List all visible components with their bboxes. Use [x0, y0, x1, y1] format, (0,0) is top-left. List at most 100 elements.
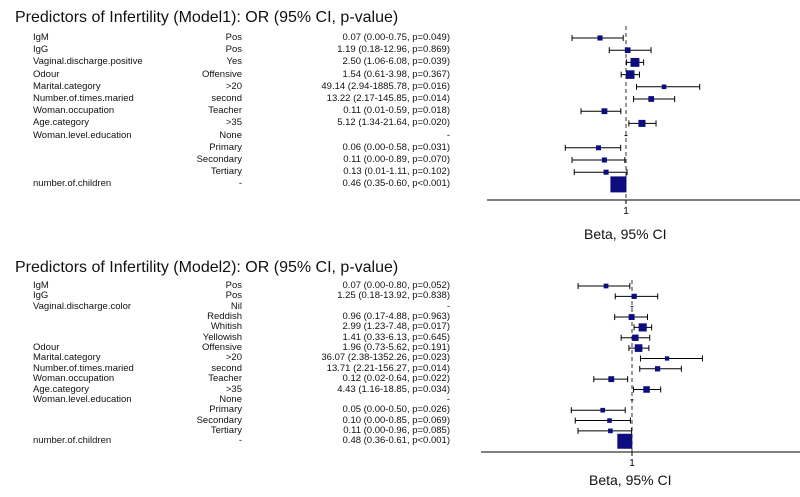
table-row: Woman.occupation Teacher 0.11 (0.01-0.59, …: [0, 105, 470, 117]
point-estimate-marker: [608, 376, 615, 383]
point-estimate-marker: [630, 57, 640, 67]
table-row: Number.of.times.maried second 13.71 (2.21-…: [0, 363, 470, 375]
row-estimate-text: 1.19 (0.18-12.96, p=0.869): [337, 44, 450, 56]
row-level-label: Pos: [225, 290, 242, 302]
point-estimate-marker: [601, 108, 608, 115]
point-estimate-marker: [597, 35, 603, 41]
table-row: Primary 0.06 (0.00-0.58, p=0.031): [0, 142, 470, 154]
row-estimate-text: 13.22 (2.17-145.85, p=0.014): [326, 93, 450, 104]
table-row: Odour Offensive 1.96 (0.73-5.62, p=0.191): [0, 342, 470, 354]
table-row: IgM Pos 0.07 (0.00-0.80, p=0.052): [0, 280, 470, 292]
point-estimate-marker: [664, 356, 670, 361]
table-row: Secondary 0.11 (0.00-0.89, p=0.070): [0, 154, 470, 166]
row-variable-label: Number.of.times.maried: [33, 362, 134, 374]
table-row: Age.category >35 5.12 (1.34-21.64, p=0.020…: [0, 117, 470, 129]
row-variable-label: Age.category: [33, 117, 89, 129]
row-level-label: >35: [225, 117, 242, 129]
table-row: Odour Offensive 1.54 (0.61-3.98, p=0.367): [0, 69, 470, 81]
row-estimate-text: 1.54 (0.61-3.98, p=0.367): [342, 68, 450, 80]
point-estimate-marker: [631, 293, 637, 299]
row-level-label: Primary: [209, 404, 242, 416]
point-estimate-marker: [607, 418, 612, 423]
row-estimate-text: 0.12 (0.02-0.64, p=0.022): [342, 373, 450, 385]
table-row: IgG Pos 1.19 (0.18-12.96, p=0.869): [0, 44, 470, 56]
row-variable-label: Woman.occupation: [33, 373, 115, 385]
table-row: Woman.level.education None -: [0, 130, 470, 142]
point-estimate-marker: [600, 407, 606, 413]
table-row: number.of.children - 0.48 (0.36-0.61, p<0.…: [0, 435, 470, 447]
point-estimate-marker: [624, 47, 631, 54]
table-row: Yellowish 1.41 (0.33-6.13, p=0.645): [0, 332, 470, 344]
row-variable-label: Odour: [33, 68, 60, 80]
point-estimate-marker: [643, 386, 650, 393]
row-level-label: Secondary: [196, 154, 242, 165]
point-estimate-marker: [638, 323, 647, 332]
row-level-label: Tertiary: [210, 424, 242, 436]
x-tick-label: 1: [623, 206, 629, 217]
row-variable-label: number.of.children: [33, 435, 112, 447]
point-estimate-marker: [654, 366, 661, 372]
row-estimate-text: 5.12 (1.34-21.64, p=0.020): [337, 117, 450, 129]
row-estimate-text: 0.10 (0.00-0.85, p=0.069): [342, 414, 450, 426]
table-row: Age.category >35 4.43 (1.16-18.85, p=0.034…: [0, 384, 470, 396]
row-estimate-text: 0.13 (0.01-1.11, p=0.102): [343, 166, 450, 178]
x-axis-label: Beta, 95% CI: [589, 472, 672, 488]
table-row: Secondary 0.10 (0.00-0.85, p=0.069): [0, 415, 470, 427]
row-level-label: Whitish: [210, 321, 242, 333]
row-variable-label: Woman.level.education: [33, 129, 132, 141]
table-row: Woman.level.education None -: [0, 394, 470, 406]
row-estimate-text: 1.96 (0.73-5.62, p=0.191): [342, 342, 450, 354]
row-level-label: Teacher: [208, 105, 242, 117]
row-level-label: None: [219, 129, 242, 141]
point-estimate-marker: [601, 157, 607, 163]
row-estimate-text: 0.96 (0.17-4.88, p=0.963): [342, 311, 450, 323]
row-estimate-text: 0.11 (0.00-0.89, p=0.070): [343, 154, 450, 165]
row-estimate-text: 2.99 (1.23-7.48, p=0.017): [342, 321, 450, 333]
point-estimate-marker: [632, 334, 639, 341]
row-estimate-text: 4.43 (1.16-18.85, p=0.034): [337, 383, 450, 395]
table-row: Whitish 2.99 (1.23-7.48, p=0.017): [0, 321, 470, 333]
row-level-label: second: [211, 93, 242, 104]
row-level-label: Primary: [209, 141, 242, 153]
row-estimate-text: 0.11 (0.00-0.96, p=0.085): [343, 424, 450, 436]
row-level-label: second: [211, 362, 242, 374]
row-estimate-text: 0.07 (0.00-0.75, p=0.049): [342, 32, 450, 43]
row-variable-label: Woman.level.education: [33, 393, 132, 405]
point-estimate-marker: [628, 314, 635, 321]
row-level-label: Reddish: [207, 311, 242, 323]
row-estimate-text: -: [446, 129, 450, 141]
table-row: Marital.category >20 36.07 (2.38-1352.26, …: [0, 352, 470, 364]
row-level-label: Secondary: [196, 414, 242, 426]
table-row: Primary 0.05 (0.00-0.50, p=0.026): [0, 404, 470, 416]
row-variable-label: IgM: [33, 280, 49, 291]
row-variable-label: Age.category: [33, 383, 89, 395]
table-row: Tertiary 0.13 (0.01-1.11, p=0.102): [0, 166, 470, 178]
point-estimate-marker: [603, 169, 609, 175]
row-estimate-text: 0.46 (0.35-0.60, p<0.001): [342, 178, 450, 190]
row-level-label: -: [238, 178, 242, 190]
row-variable-label: Marital.category: [33, 352, 101, 364]
row-level-label: Offensive: [202, 68, 242, 80]
row-level-label: None: [219, 393, 242, 405]
table-row: IgG Pos 1.25 (0.18-13.92, p=0.838): [0, 290, 470, 302]
chart-title: Predictors of Infertility (Model1): OR (…: [15, 9, 399, 26]
point-estimate-marker: [634, 344, 643, 352]
row-estimate-text: -: [446, 393, 450, 405]
row-variable-label: Woman.occupation: [33, 105, 115, 117]
row-level-label: >20: [225, 80, 242, 92]
row-level-label: -: [238, 435, 242, 447]
table-row: Number.of.times.maried second 13.22 (2.17-…: [0, 93, 470, 105]
point-estimate-marker: [608, 428, 613, 434]
point-estimate-marker: [661, 84, 667, 90]
row-estimate-text: 49.14 (2.94-1885.78, p=0.016): [321, 80, 450, 92]
row-level-label: Pos: [225, 280, 242, 291]
row-level-label: Offensive: [202, 342, 242, 354]
table-row: Reddish 0.96 (0.17-4.88, p=0.963): [0, 311, 470, 323]
table-row: IgM Pos 0.07 (0.00-0.75, p=0.049): [0, 32, 470, 44]
row-level-label: Yellowish: [202, 331, 242, 343]
row-estimate-text: 13.71 (2.21-156.27, p=0.014): [326, 362, 450, 374]
row-variable-label: IgG: [33, 290, 49, 302]
row-estimate-text: 1.25 (0.18-13.92, p=0.838): [337, 290, 450, 302]
row-variable-label: Marital.category: [33, 80, 101, 92]
row-variable-label: IgG: [33, 44, 49, 56]
